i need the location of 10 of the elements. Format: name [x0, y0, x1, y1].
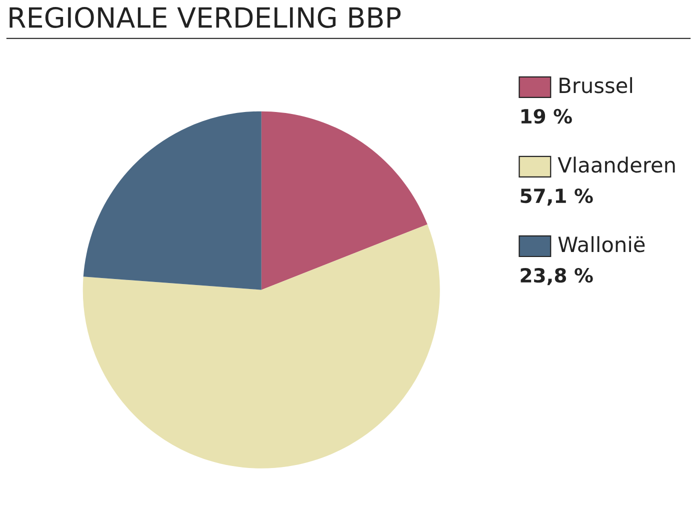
chart-title: REGIONALE VERDELING BBP: [10, 6, 401, 28]
pie-slice: [261, 111, 428, 290]
legend-label: Brussel: [560, 77, 632, 94]
pie-slice: [83, 111, 262, 290]
legend-label: Wallonië: [558, 236, 645, 252]
legend-label: Vlaanderen: [558, 156, 675, 173]
data-label: 23,8 %: [520, 268, 593, 286]
data-label: 57,1 %: [520, 188, 593, 206]
data-label: 19 %: [521, 108, 572, 124]
pie-slice: [82, 224, 440, 468]
